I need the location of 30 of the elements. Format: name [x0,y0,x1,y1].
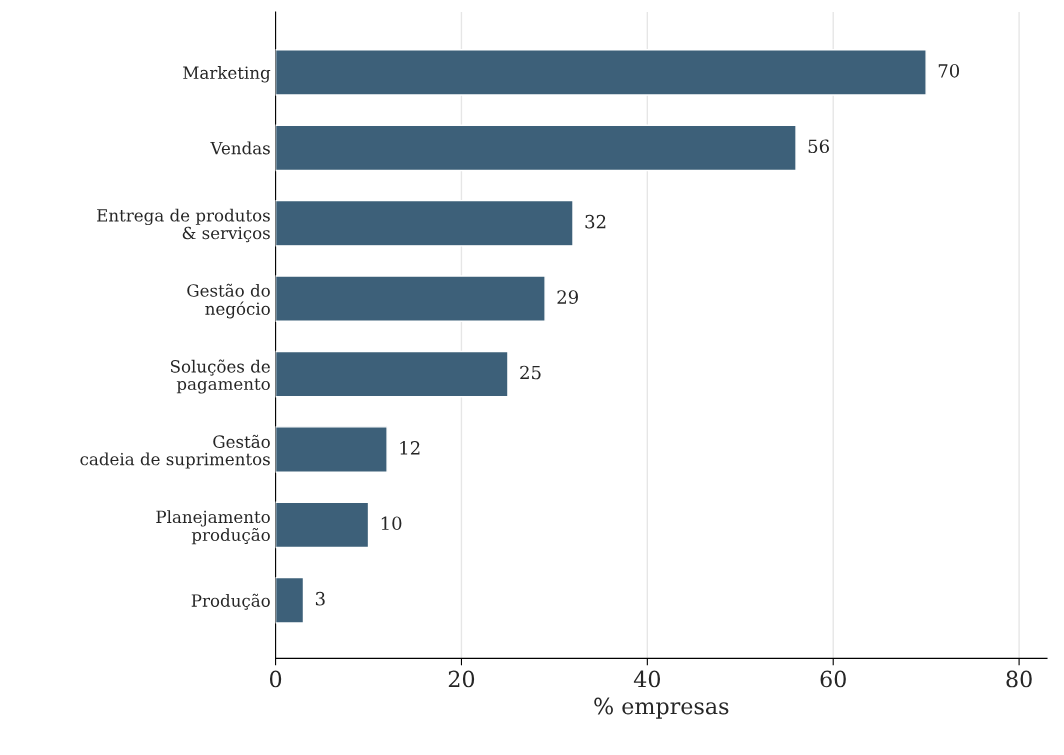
y-tick-label: Gestão cadeia de suprimentos [80,434,270,469]
x-axis-title: % empresas [594,697,729,719]
y-tick-label: Planejamento produção [156,510,270,545]
data-label: 12 [400,441,420,455]
bar [275,576,305,624]
x-tick-label: 40 [633,670,660,688]
x-tick-label: 0 [269,670,282,688]
data-label: 32 [585,214,606,229]
bar [275,350,509,398]
x-tick-label: 80 [1006,670,1032,688]
data-label: 10 [381,516,402,531]
y-tick-label: Produção [191,593,270,610]
data-label: 25 [520,365,541,380]
y-tick-label: Vendas [210,141,270,155]
bar [275,49,927,96]
x-tick-label: 60 [820,670,846,688]
x-tick-label: 20 [448,670,475,688]
y-tick-label: Entrega de produtos & serviços [97,208,270,243]
data-label: 3 [315,591,325,606]
y-tick-label: Marketing [183,66,271,83]
bar [275,426,388,473]
bar [275,275,546,322]
y-tick-label: Soluções de pagamento [170,359,270,394]
bar [275,199,574,247]
bar [275,501,370,549]
bar [275,124,797,172]
data-label: 56 [808,139,829,154]
y-tick-label: Gestão do negócio [187,283,270,319]
data-label: 29 [557,290,578,304]
data-label: 70 [938,63,960,78]
